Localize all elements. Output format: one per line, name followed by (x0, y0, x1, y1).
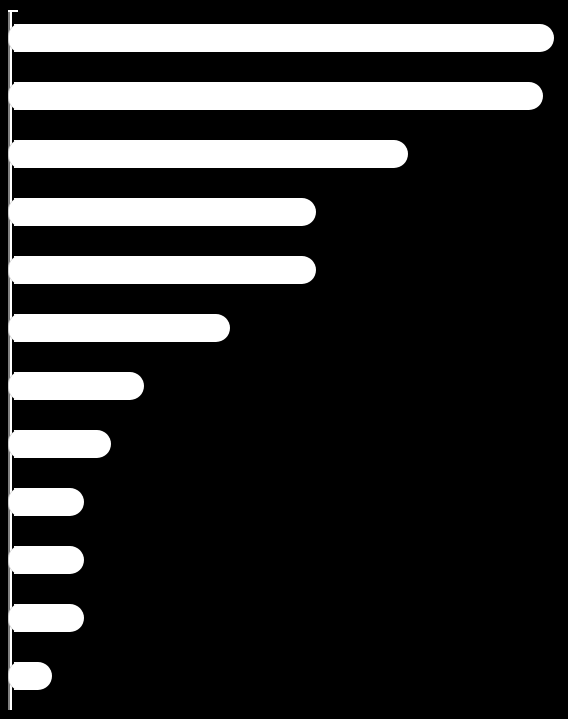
bar-6 (14, 372, 144, 400)
bar-7 (14, 430, 111, 458)
bar-11 (14, 662, 52, 690)
bar-4 (14, 256, 316, 284)
bar-10 (14, 604, 84, 632)
bar-3 (14, 198, 316, 226)
bar-0 (14, 24, 554, 52)
bars-group (14, 10, 560, 710)
y-axis (10, 10, 12, 710)
horizontal-bar-chart (8, 10, 560, 710)
bar-1 (14, 82, 543, 110)
bar-5 (14, 314, 230, 342)
bar-2 (14, 140, 408, 168)
bar-9 (14, 546, 84, 574)
bar-8 (14, 488, 84, 516)
